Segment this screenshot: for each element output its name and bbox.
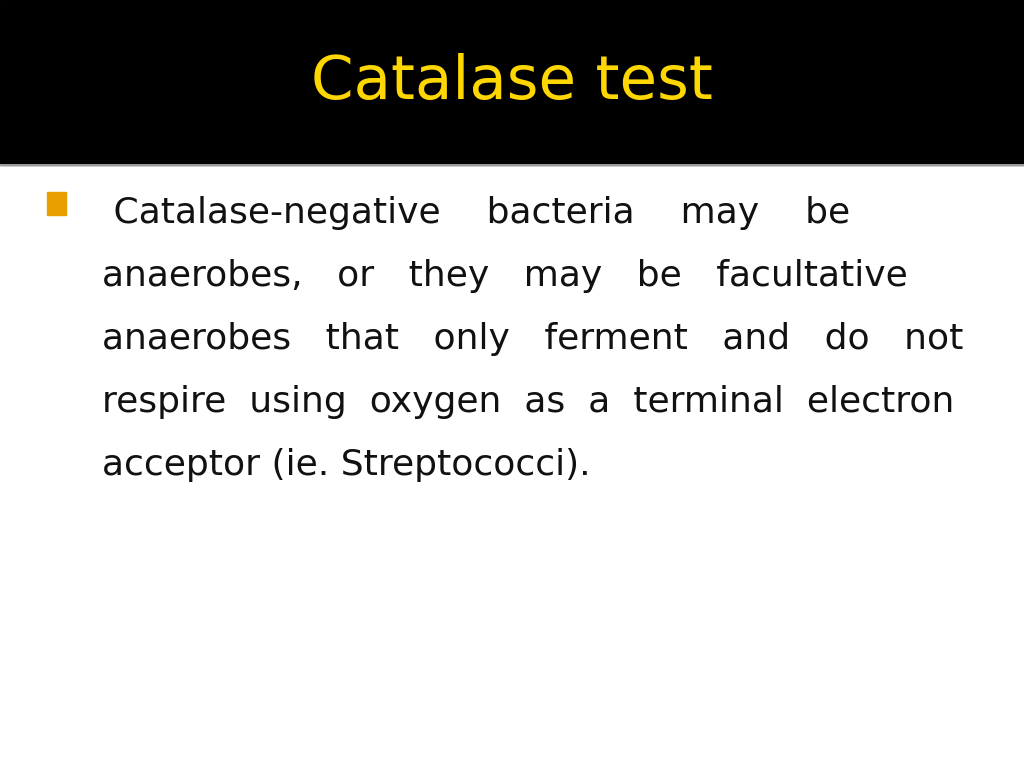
Bar bbox=[0, 0, 1024, 165]
Text: respire  using  oxygen  as  a  terminal  electron: respire using oxygen as a terminal elect… bbox=[102, 385, 954, 419]
Text: Catalase-negative    bacteria    may    be: Catalase-negative bacteria may be bbox=[102, 196, 851, 230]
Bar bbox=[47, 192, 66, 215]
Text: acceptor (ie. Streptococci).: acceptor (ie. Streptococci). bbox=[102, 448, 591, 482]
Text: Catalase test: Catalase test bbox=[311, 53, 713, 112]
Text: anaerobes   that   only   ferment   and   do   not: anaerobes that only ferment and do not bbox=[102, 322, 964, 356]
Text: anaerobes,   or   they   may   be   facultative: anaerobes, or they may be facultative bbox=[102, 259, 908, 293]
